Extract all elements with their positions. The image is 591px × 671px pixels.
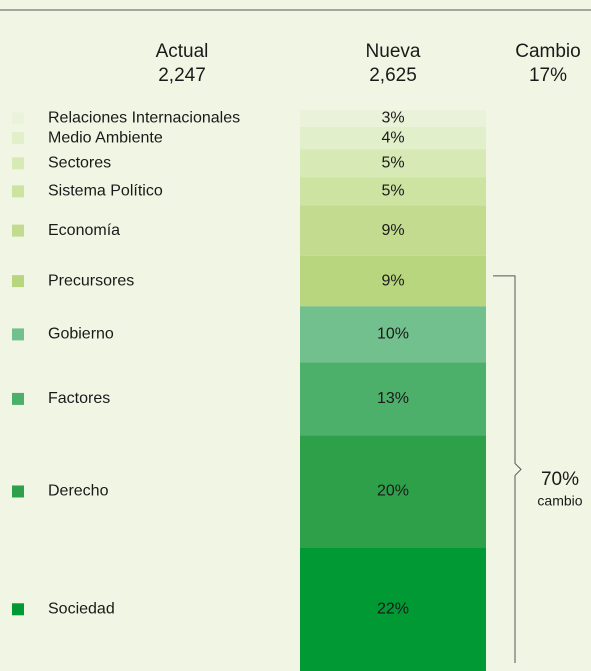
legend-label: Sistema Político	[48, 183, 163, 200]
legend-label: Factores	[48, 390, 110, 407]
value-label: 9%	[381, 272, 404, 289]
legend-swatch	[12, 132, 24, 145]
header-value: 2,625	[369, 65, 417, 86]
value-label: 5%	[381, 155, 404, 172]
value-label: 4%	[381, 129, 404, 146]
legend-swatch	[12, 328, 24, 341]
value-label: 13%	[377, 390, 409, 407]
bracket-label: cambio	[537, 493, 582, 509]
value-label: 22%	[377, 601, 409, 618]
segment	[300, 362, 486, 436]
value-label: 9%	[381, 222, 404, 239]
legend-label: Derecho	[48, 483, 109, 500]
legend-swatch	[12, 185, 24, 198]
legend-swatch	[12, 392, 24, 405]
legend-label: Sociedad	[48, 601, 115, 618]
legend-swatch	[12, 603, 24, 616]
header-value: 2,247	[158, 65, 206, 86]
segment	[300, 110, 486, 127]
value-label: 20%	[377, 483, 409, 500]
value-label: 5%	[381, 183, 404, 200]
header-value: 17%	[529, 65, 567, 86]
segment	[300, 547, 486, 671]
legend-swatch	[12, 275, 24, 288]
legend-label: Relaciones Internacionales	[48, 110, 240, 127]
legend-swatch	[12, 224, 24, 237]
legend-swatch	[12, 485, 24, 498]
legend-swatch	[12, 157, 24, 170]
legend-label: Gobierno	[48, 326, 114, 343]
header-title: Nueva	[366, 41, 421, 62]
header-title: Actual	[156, 41, 209, 62]
segment	[300, 255, 486, 307]
value-label: 3%	[381, 110, 404, 127]
value-label: 10%	[377, 326, 409, 343]
segment	[300, 126, 486, 150]
bracket-value: 70%	[541, 469, 579, 490]
segment	[300, 435, 486, 548]
segment	[300, 177, 486, 206]
segment	[300, 149, 486, 178]
legend-label: Sectores	[48, 155, 111, 172]
bracket	[493, 275, 522, 663]
header-title: Cambio	[515, 41, 580, 62]
legend-swatch	[12, 112, 24, 125]
segment	[300, 306, 486, 363]
legend-label: Economía	[48, 222, 120, 239]
legend-label: Precursores	[48, 272, 134, 289]
legend-label: Medio Ambiente	[48, 129, 163, 146]
segment	[300, 205, 486, 256]
